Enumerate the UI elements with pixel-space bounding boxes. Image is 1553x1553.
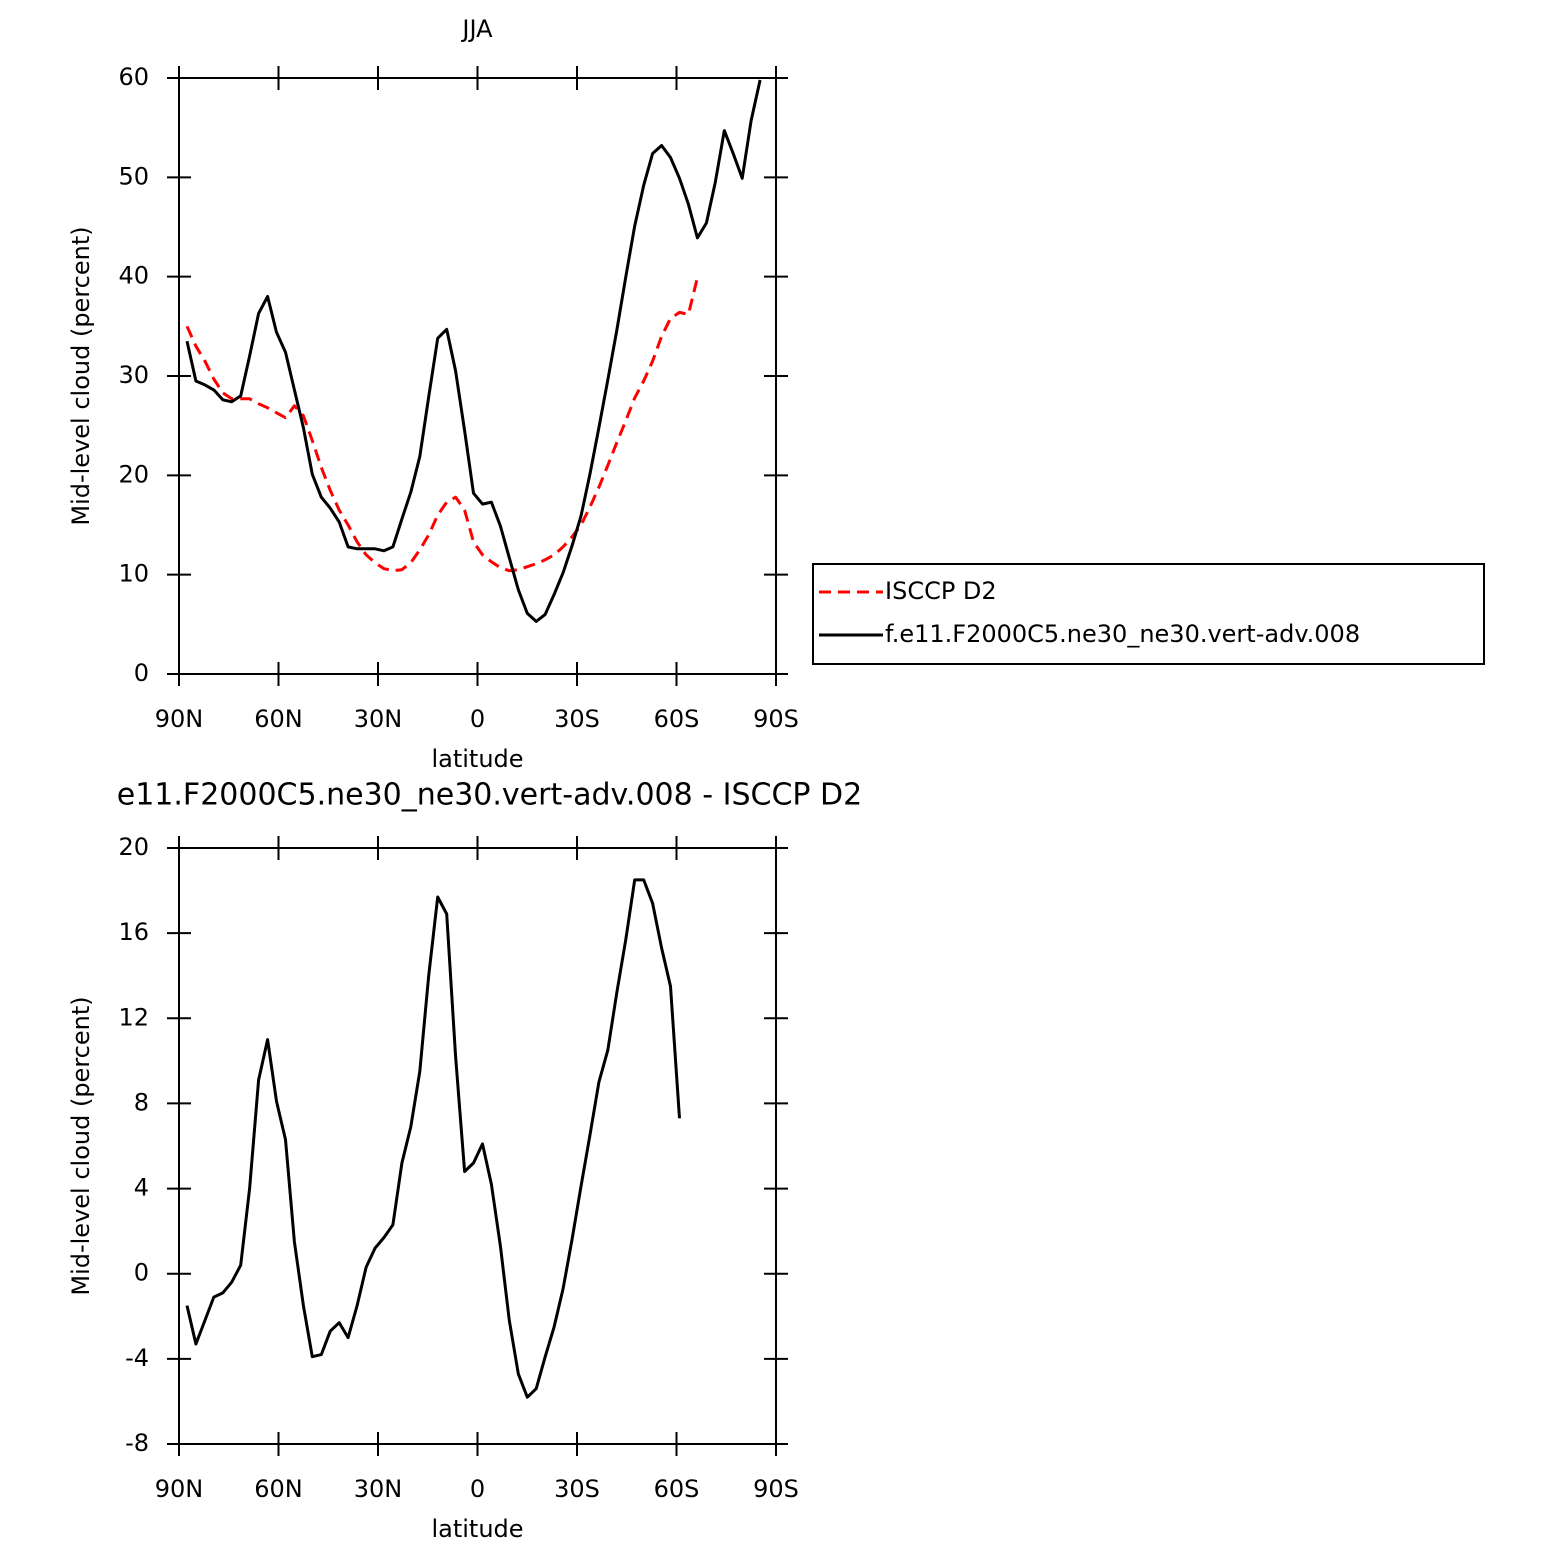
x-tick-label: 30N xyxy=(354,1475,403,1503)
y-tick-label: 12 xyxy=(118,1003,149,1031)
y-tick-label: 20 xyxy=(118,833,149,861)
x-tick-label: 30N xyxy=(354,705,403,733)
x-tick-label: 90N xyxy=(155,1475,204,1503)
y-tick-label: -8 xyxy=(125,1429,149,1457)
x-tick-label: 0 xyxy=(470,1475,485,1503)
y-tick-label: 60 xyxy=(118,63,149,91)
x-tick-label: 90N xyxy=(155,705,204,733)
y-tick-label: 20 xyxy=(118,460,149,488)
plot-frame xyxy=(178,77,777,675)
x-tick-label: 90S xyxy=(753,705,799,733)
y-tick-label: 10 xyxy=(118,560,149,588)
x-tick-label: 60S xyxy=(654,1475,700,1503)
x-tick-label: 30S xyxy=(554,705,600,733)
x-tick-label: 60S xyxy=(654,705,700,733)
y-axis-label: Mid-level cloud (percent) xyxy=(67,226,95,525)
x-tick-label: 60N xyxy=(254,705,303,733)
x-axis-label: latitude xyxy=(431,1515,523,1543)
y-axis-label: Mid-level cloud (percent) xyxy=(67,996,95,1295)
legend-box xyxy=(812,563,1485,665)
x-axis-label: latitude xyxy=(431,745,523,773)
y-tick-label: 8 xyxy=(134,1088,149,1116)
x-tick-label: 0 xyxy=(470,705,485,733)
chart-title: JJA xyxy=(460,15,493,43)
y-tick-label: 4 xyxy=(134,1174,149,1202)
plot-frame xyxy=(178,847,777,1445)
x-tick-label: 30S xyxy=(554,1475,600,1503)
chart-title: e11.F2000C5.ne30_ne30.vert-adv.008 - ISC… xyxy=(117,778,862,813)
y-tick-label: 30 xyxy=(118,361,149,389)
data-line xyxy=(185,79,762,623)
data-line xyxy=(185,878,681,1399)
y-tick-label: 0 xyxy=(134,1259,149,1287)
x-tick-label: 90S xyxy=(753,1475,799,1503)
y-tick-label: -4 xyxy=(125,1344,149,1372)
y-tick-label: 40 xyxy=(118,262,149,290)
legend-label: ISCCP D2 xyxy=(885,577,997,605)
x-tick-label: 60N xyxy=(254,1475,303,1503)
y-tick-label: 16 xyxy=(118,918,149,946)
y-tick-label: 0 xyxy=(134,659,149,687)
y-tick-label: 50 xyxy=(118,162,149,190)
legend-label: f.e11.F2000C5.ne30_ne30.vert-adv.008 xyxy=(885,620,1360,648)
data-line xyxy=(185,277,699,573)
